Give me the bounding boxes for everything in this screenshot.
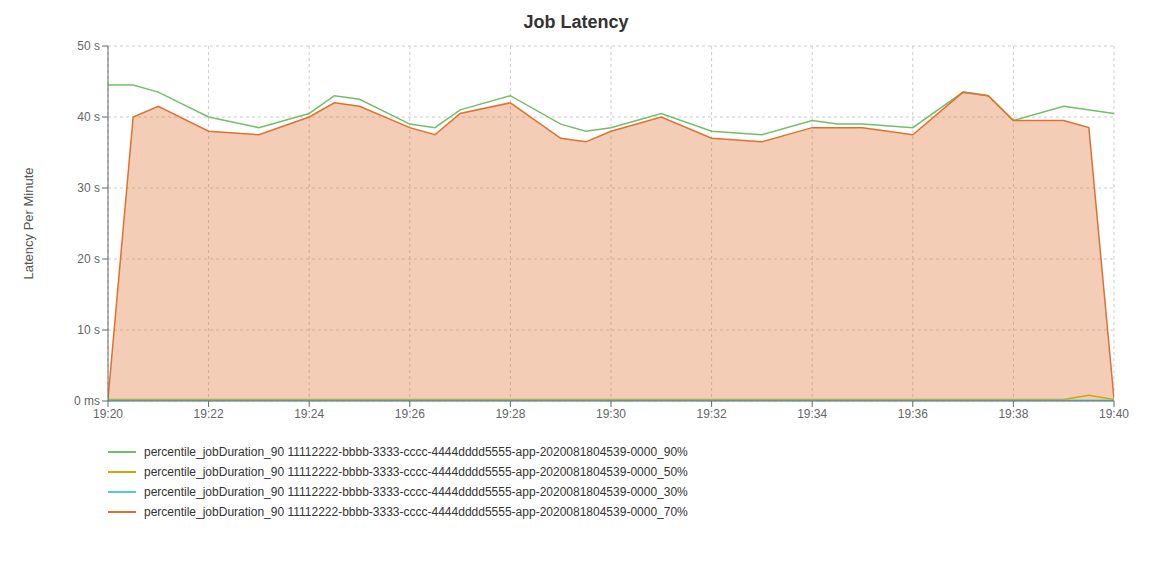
svg-text:19:34: 19:34 [797, 407, 827, 421]
svg-text:Latency Per Minute: Latency Per Minute [21, 167, 36, 279]
svg-text:50 s: 50 s [77, 39, 100, 53]
svg-text:19:22: 19:22 [194, 407, 224, 421]
html-text:Job Latency: Job Latency [523, 12, 629, 32]
svg-text:19:28: 19:28 [495, 407, 525, 421]
svg-text:19:26: 19:26 [395, 407, 425, 421]
svg-text:19:20: 19:20 [93, 407, 123, 421]
html-text:percentile_jobDuration_90 1111: percentile_jobDuration_90 11112222-bbbb-… [144, 465, 688, 479]
html-text:percentile_jobDuration_90 1111: percentile_jobDuration_90 11112222-bbbb-… [144, 505, 688, 519]
svg-text:19:36: 19:36 [898, 407, 928, 421]
svg-text:20 s: 20 s [77, 252, 100, 266]
svg-text:10 s: 10 s [77, 323, 100, 337]
svg-text:40 s: 40 s [77, 110, 100, 124]
svg-text:19:38: 19:38 [998, 407, 1028, 421]
svg-text:19:40: 19:40 [1099, 407, 1129, 421]
html-text:percentile_jobDuration_90 1111: percentile_jobDuration_90 11112222-bbbb-… [144, 445, 688, 459]
svg-text:0 ms: 0 ms [74, 394, 100, 408]
svg-text:19:24: 19:24 [294, 407, 324, 421]
svg-text:19:30: 19:30 [596, 407, 626, 421]
svg-text:19:32: 19:32 [697, 407, 727, 421]
svg-text:30 s: 30 s [77, 181, 100, 195]
html-text:percentile_jobDuration_90 1111: percentile_jobDuration_90 11112222-bbbb-… [144, 485, 688, 499]
